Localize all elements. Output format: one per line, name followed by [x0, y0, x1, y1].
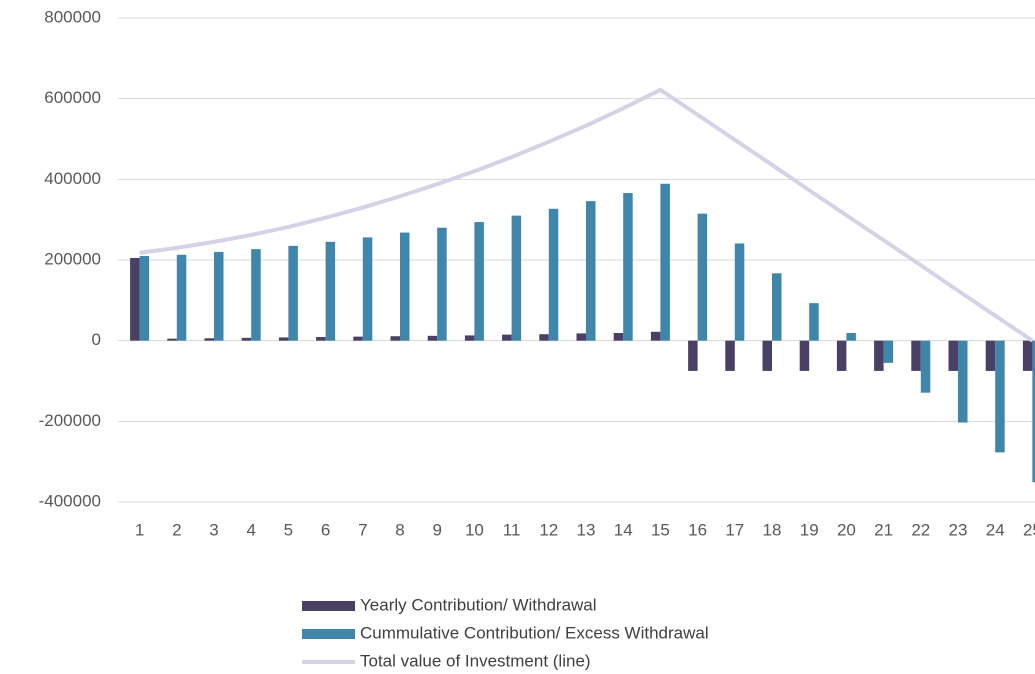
bar	[251, 249, 261, 341]
bar	[613, 333, 624, 341]
bar	[874, 340, 884, 371]
y-tick-label: 200000	[44, 249, 101, 268]
legend-label: Yearly Contribution/ Withdrawal	[360, 595, 597, 614]
legend-swatch	[302, 601, 355, 611]
x-tick-label: 14	[614, 520, 633, 539]
bar	[1022, 340, 1033, 371]
bar	[1032, 340, 1035, 483]
x-tick-label: 7	[358, 520, 367, 539]
bar	[362, 237, 373, 341]
x-tick-label: 20	[837, 520, 856, 539]
bar	[920, 340, 931, 393]
line	[139, 87, 1034, 343]
bar	[650, 331, 661, 341]
x-tick-label: 13	[577, 520, 596, 539]
x-tick-label: 9	[432, 520, 441, 539]
x-tick-label: 18	[763, 520, 782, 539]
x-tick-label: 5	[284, 520, 293, 539]
bar	[623, 193, 633, 341]
bar	[725, 340, 735, 371]
x-tick-label: 12	[539, 520, 558, 539]
bar	[353, 336, 363, 341]
x-tick-label: 22	[911, 520, 930, 539]
bar	[985, 340, 996, 371]
x-tick-label: 24	[986, 520, 1005, 539]
bar	[772, 273, 782, 341]
bar	[390, 336, 400, 341]
bar	[511, 215, 522, 341]
x-tick-label: 15	[651, 520, 670, 539]
bar	[241, 337, 252, 341]
bar	[883, 340, 894, 363]
x-tick-label: 3	[209, 520, 218, 539]
x-tick-label: 8	[395, 520, 404, 539]
bar	[278, 337, 289, 341]
bar	[288, 245, 298, 341]
bar	[437, 227, 447, 341]
y-tick-label: 400000	[44, 169, 101, 188]
y-tick-label: 600000	[44, 88, 101, 107]
bar	[176, 254, 187, 341]
bar	[799, 340, 810, 371]
y-tick-label: -200000	[39, 411, 101, 430]
legend-swatch	[302, 629, 355, 639]
x-tick-label: 17	[725, 520, 744, 539]
bar	[214, 251, 224, 341]
bar	[688, 340, 698, 371]
bar	[502, 334, 512, 341]
x-tick-label: 1	[135, 520, 144, 539]
x-tick-label: 16	[688, 520, 707, 539]
bar	[539, 334, 549, 341]
bar	[911, 340, 921, 371]
bar	[139, 255, 150, 341]
bar	[734, 243, 745, 341]
bar	[958, 340, 968, 423]
bar	[576, 333, 586, 341]
legend: Yearly Contribution/ Withdrawal Cummulati…	[302, 595, 709, 670]
bar	[660, 183, 670, 341]
x-tick-label: 23	[949, 520, 968, 539]
x-tick-label: 11	[503, 520, 521, 539]
x-tick-label: 4	[246, 520, 255, 539]
bar	[167, 338, 177, 341]
legend-label: Total value of Investment (line)	[360, 651, 591, 670]
bar	[474, 222, 484, 341]
bar	[586, 201, 596, 341]
x-tick-label: 2	[172, 520, 181, 539]
x-tick-label: 21	[874, 520, 893, 539]
bar	[400, 232, 410, 341]
bar	[427, 335, 438, 341]
bar	[316, 337, 326, 341]
bar	[464, 335, 475, 341]
x-tick-label: 25	[1023, 520, 1035, 539]
bar	[204, 338, 214, 341]
x-tick-label: 19	[800, 520, 819, 539]
bar	[809, 303, 819, 341]
bar	[697, 213, 708, 341]
bar	[948, 340, 958, 371]
bar	[548, 208, 559, 341]
y-tick-label: 800000	[44, 7, 101, 26]
x-tick-label: 6	[321, 520, 330, 539]
legend-label: Cummulative Contribution/ Excess Withdra…	[360, 623, 709, 642]
y-tick-label: -400000	[39, 491, 101, 510]
bar	[846, 333, 856, 341]
y-tick-label: 0	[92, 330, 101, 349]
bar	[995, 340, 1005, 453]
bar	[130, 257, 140, 341]
bar	[836, 340, 847, 371]
bar	[762, 340, 772, 371]
bar	[325, 241, 336, 341]
x-tick-label: 10	[465, 520, 484, 539]
